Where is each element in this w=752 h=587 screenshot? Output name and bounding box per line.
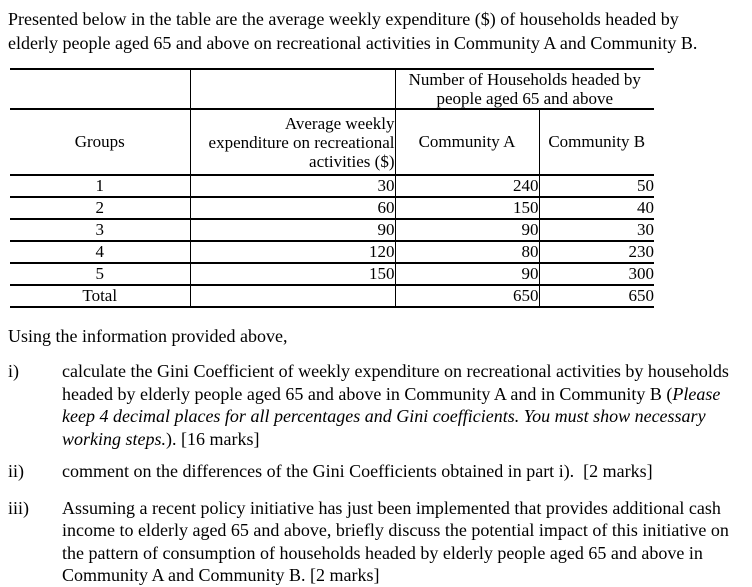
question-marker-iii: iii) [8, 497, 29, 518]
total-community-b-cell: 650 [539, 285, 654, 308]
total-label-cell: Total [10, 285, 191, 308]
community-a-column-header: Community A [395, 109, 540, 176]
expenditure-cell: 60 [190, 197, 396, 220]
expenditure-cell: 90 [190, 219, 396, 242]
question-item-iii: iii) Assuming a recent policy initiative… [8, 497, 744, 587]
table-header-row-merged: Number of Households headed by people ag… [10, 69, 654, 110]
group-cell: 2 [10, 197, 191, 220]
expenditure-column-header: Average weekly expenditure on recreation… [190, 109, 396, 176]
empty-header-cell-expenditure [190, 69, 396, 110]
expenditure-cell: 30 [190, 175, 396, 198]
group-cell: 4 [10, 241, 191, 264]
table-row: 1 30 240 50 [10, 175, 654, 198]
using-information-line: Using the information provided above, [8, 326, 288, 346]
table-header-row-columns: Groups Average weekly expenditure on rec… [10, 109, 654, 176]
group-cell: 3 [10, 219, 191, 242]
community-b-cell: 40 [539, 197, 654, 220]
table-row: 4 120 80 230 [10, 241, 654, 264]
empty-header-cell-groups [10, 69, 191, 110]
question-text-i: calculate the Gini Coefficient of weekly… [62, 360, 742, 450]
question-marker-ii: ii) [8, 461, 24, 481]
expenditure-cell: 150 [190, 263, 396, 286]
table-row: 3 90 90 30 [10, 219, 654, 242]
question-item-i: i) calculate the Gini Coefficient of wee… [8, 360, 744, 450]
question-text-ii: comment on the differences of the Gini C… [62, 461, 653, 481]
question-text-iii: Assuming a recent policy initiative has … [62, 497, 729, 586]
group-cell: 1 [10, 175, 191, 198]
total-community-a-cell: 650 [395, 285, 540, 308]
question-item-ii: ii) comment on the differences of the Gi… [8, 460, 744, 483]
community-b-cell: 50 [539, 175, 654, 198]
intro-paragraph: Presented below in the table are the ave… [8, 9, 698, 53]
total-expenditure-cell [190, 285, 396, 308]
community-b-cell: 230 [539, 241, 654, 264]
group-cell: 5 [10, 263, 191, 286]
community-b-cell: 300 [539, 263, 654, 286]
table-total-row: Total 650 650 [10, 285, 654, 308]
question-i-italic-note: Please keep 4 decimal places for all per… [62, 383, 721, 449]
community-a-cell: 150 [395, 197, 540, 220]
community-a-cell: 240 [395, 175, 540, 198]
community-b-column-header: Community B [539, 109, 654, 176]
community-a-cell: 90 [395, 219, 540, 242]
community-a-cell: 90 [395, 263, 540, 286]
community-b-cell: 30 [539, 219, 654, 242]
expenditure-cell: 120 [190, 241, 396, 264]
merged-households-header: Number of Households headed by people ag… [395, 69, 654, 110]
expenditure-table: Number of Households headed by people ag… [10, 68, 654, 308]
groups-column-header: Groups [10, 109, 191, 176]
community-a-cell: 80 [395, 241, 540, 264]
table-row: 5 150 90 300 [10, 263, 654, 286]
question-marker-i: i) [8, 361, 19, 381]
table-row: 2 60 150 40 [10, 197, 654, 220]
question-i-text-after-italic: ). [16 marks] [166, 428, 260, 449]
question-i-text-before-italic: calculate the Gini Coefficient of weekly… [62, 361, 729, 404]
